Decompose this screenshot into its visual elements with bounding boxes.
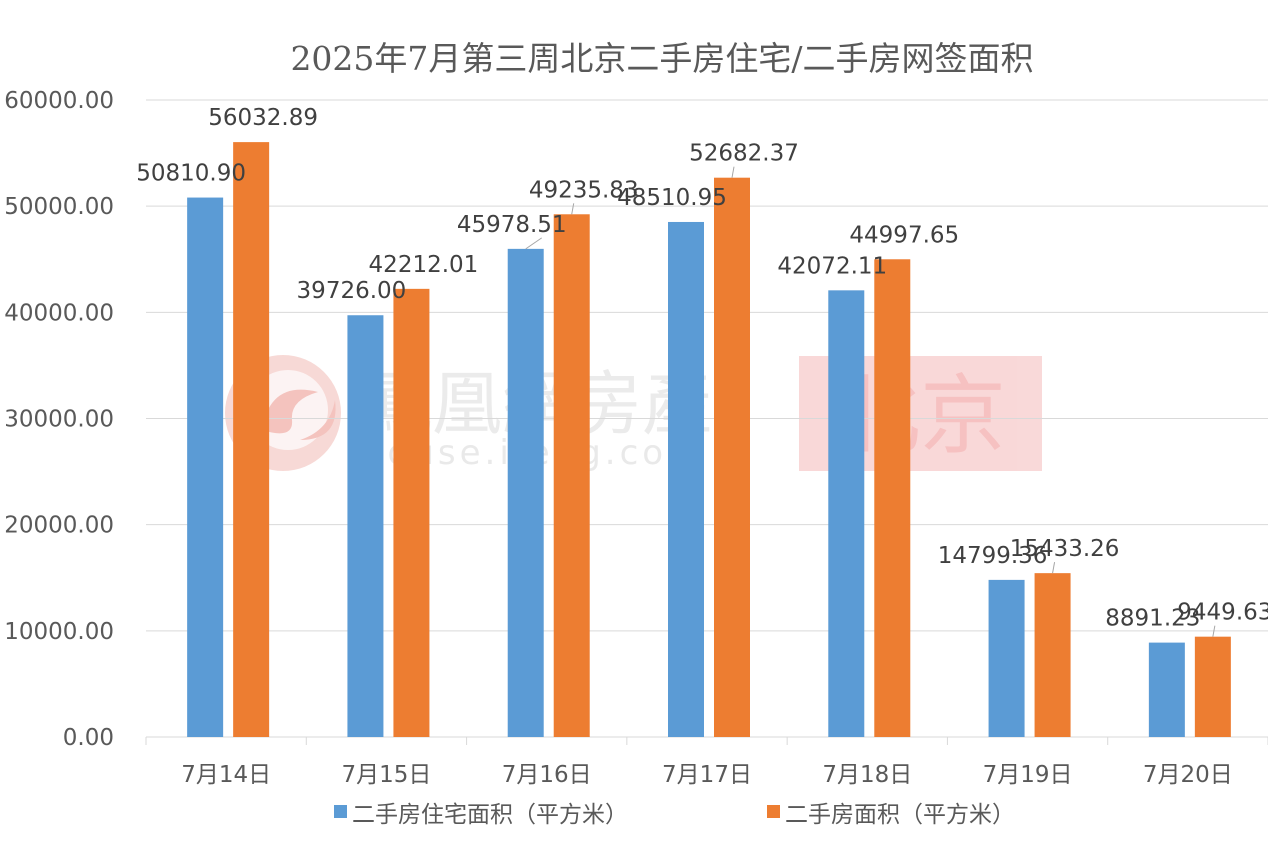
y-axis-ticks: 0.00 10000.00 20000.00 30000.00 40000.00 5000… [4,88,114,751]
x-tick-label: 7月20日 [1143,762,1233,788]
y-tick-label: 20000.00 [4,513,114,539]
data-label: 45978.51 [457,212,567,238]
x-tick-label: 7月15日 [341,762,431,788]
x-axis-ticks: 7月14日 7月15日 7月16日 7月17日 7月18日 7月19日 7月20日 [145,737,1268,788]
bar [347,315,384,737]
bars [187,142,1231,738]
leader-line [1052,562,1056,574]
x-tick-label: 7月19日 [983,762,1073,788]
data-label: 42212.01 [369,252,479,278]
y-tick-label: 60000.00 [4,88,114,114]
legend-swatch [334,805,347,818]
bar [874,259,911,737]
bar [668,221,704,738]
data-label: 39726.00 [297,278,407,304]
bar [828,290,865,737]
leader-line [1212,625,1216,637]
y-tick-label: 50000.00 [4,194,114,220]
data-label: 9449.63 [1177,600,1268,626]
bar [1194,636,1231,737]
legend: 二手房住宅面积（平方米） 二手房面积（平方米） [334,802,1015,828]
y-tick-label: 30000.00 [4,407,114,433]
x-tick-label: 7月18日 [822,762,912,788]
x-tick-label: 7月14日 [181,762,271,788]
data-label: 49235.83 [529,177,639,203]
data-label: 14799.36 [938,543,1048,569]
bar [1034,573,1071,737]
leader-line [571,203,575,215]
y-tick-label: 10000.00 [4,619,114,645]
data-label: 8891.23 [1105,606,1200,632]
x-tick-label: 7月17日 [662,762,752,788]
bar [714,177,750,737]
bar [393,288,430,737]
bar [187,197,224,737]
leader-line [525,237,542,250]
bar [553,214,590,737]
bar [988,579,1025,737]
data-label: 42072.11 [777,253,887,279]
legend-swatch [767,805,780,818]
bar [507,248,544,737]
legend-label: 二手房面积（平方米） [785,802,1015,828]
data-label: 15433.26 [1010,536,1120,562]
data-label: 48510.95 [617,185,727,211]
legend-label: 二手房住宅面积（平方米） [352,802,628,828]
data-label: 50810.90 [136,161,246,187]
y-tick-label: 40000.00 [4,300,114,326]
data-label: 56032.89 [208,105,318,131]
label-leader-lines [525,166,1216,637]
leader-line [731,166,735,178]
data-labels: 50810.90 39726.00 45978.51 48510.95 42072.11… [136,105,1268,631]
bar [233,142,270,737]
x-tick-label: 7月16日 [502,762,592,788]
chart-title: 2025年7月第三周北京二手房住宅/二手房网签面积 [290,39,1033,78]
bar [1148,642,1185,737]
data-label: 44997.65 [849,222,959,248]
y-tick-label: 0.00 [63,725,114,751]
data-label: 52682.37 [689,141,799,167]
grid-lines [146,99,1268,738]
